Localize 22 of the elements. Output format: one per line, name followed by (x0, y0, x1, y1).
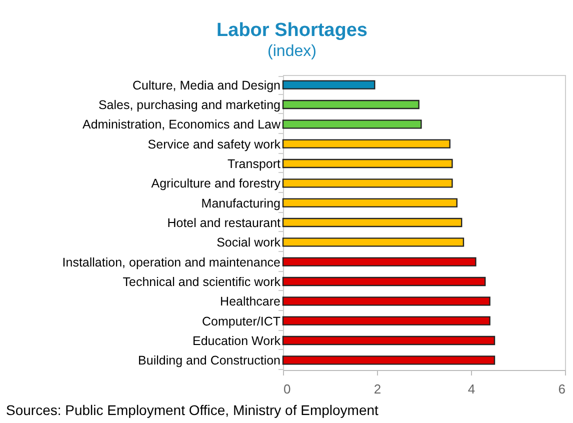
y-tick-label: Technical and scientific work (122, 275, 282, 289)
chart-subtitle: (index) (268, 43, 316, 60)
source-note: Sources: Public Employment Office, Ministry of Employment (6, 402, 378, 418)
chart-title: Labor Shortages (216, 20, 368, 41)
x-tick-label: 2 (374, 382, 382, 396)
x-tick-label: 6 (558, 382, 566, 396)
y-tick-label: Administration, Economics and Law (82, 118, 282, 132)
y-tick-label: Education Work (192, 334, 282, 348)
x-tick-label: 4 (468, 382, 476, 396)
y-tick-label: Agriculture and forestry (151, 176, 282, 191)
y-tick-label: Healthcare (220, 294, 281, 309)
y-tick-label: Culture, Media and Design (132, 78, 281, 92)
y-tick-label: Transport (227, 157, 282, 171)
x-tick-label: 0 (284, 382, 291, 396)
y-tick-label: Installation, operation and maintenance (62, 255, 281, 270)
y-tick-label: Sales, purchasing and marketing (98, 98, 281, 112)
y-tick-label: Computer/ICT (202, 314, 281, 328)
y-tick-label: Building and Construction (138, 354, 281, 368)
y-tick-label: Social work (216, 236, 282, 250)
y-tick-label: Hotel and restaurant (167, 216, 282, 230)
y-tick-label: Manufacturing (201, 196, 281, 210)
y-tick-label: Service and safety work (148, 137, 282, 152)
